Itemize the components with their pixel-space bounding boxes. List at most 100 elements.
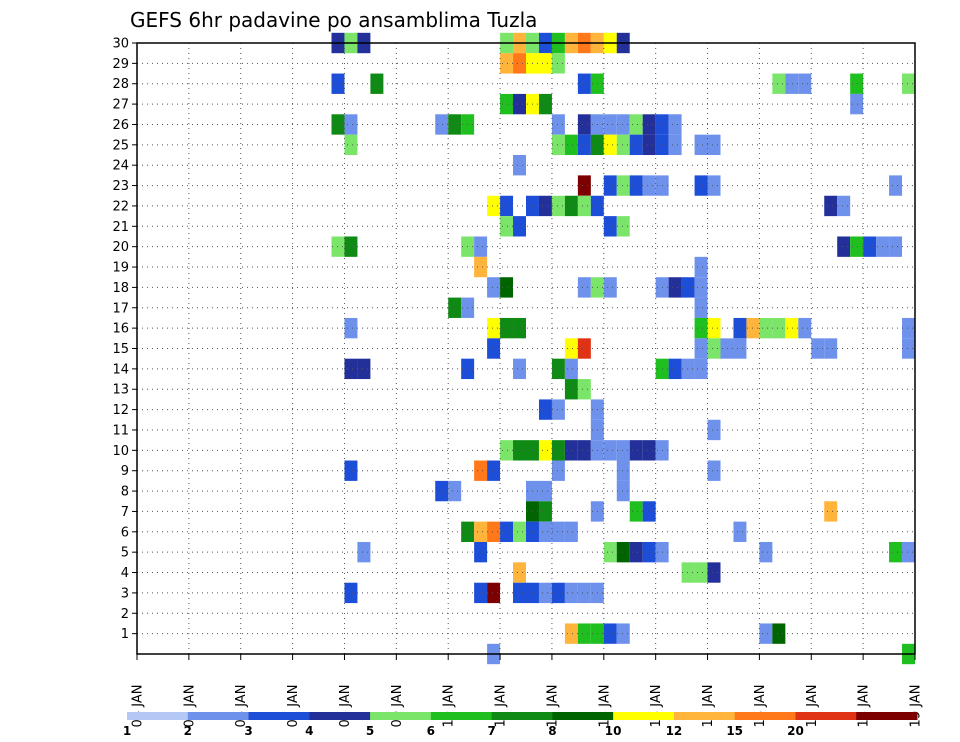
heatmap-cell bbox=[603, 216, 617, 237]
heatmap-cell bbox=[694, 562, 708, 583]
heatmap-cells bbox=[331, 32, 915, 665]
heatmap-cell bbox=[577, 379, 591, 400]
y-tick-label: 14 bbox=[112, 362, 129, 377]
x-tick-label: 16 JAN bbox=[753, 685, 768, 728]
x-tick-label: 19 JAN bbox=[909, 685, 924, 728]
legend-label: 3 bbox=[244, 724, 252, 738]
heatmap-cell bbox=[603, 175, 617, 196]
y-tick-label: 8 bbox=[121, 485, 129, 500]
heatmap-cell bbox=[448, 114, 462, 135]
heatmap-cell bbox=[538, 480, 552, 502]
heatmap-cell bbox=[564, 582, 578, 604]
heatmap-cell bbox=[474, 582, 488, 604]
heatmap-cell bbox=[668, 114, 682, 135]
y-tick-label: 12 bbox=[112, 403, 129, 418]
heatmap-cell bbox=[538, 582, 552, 604]
heatmap-cell bbox=[564, 521, 578, 542]
heatmap-cell bbox=[513, 521, 526, 542]
heatmap-cell bbox=[551, 358, 565, 380]
heatmap-cell bbox=[538, 53, 552, 74]
heatmap-cell bbox=[603, 114, 617, 135]
heatmap-cell bbox=[824, 195, 838, 217]
y-tick-label: 25 bbox=[112, 138, 129, 153]
heatmap-cell bbox=[513, 358, 526, 380]
heatmap-cell bbox=[668, 358, 682, 380]
x-tick-label: 15 JAN bbox=[701, 685, 716, 728]
color-legend: 1 2 3 4 5 6 7 8 10 12 15 20 bbox=[123, 712, 918, 738]
x-tick-label: 14 JAN bbox=[649, 685, 664, 728]
legend-swatch bbox=[795, 712, 857, 720]
heatmap-cell bbox=[772, 317, 786, 339]
x-tick-label: 13 JAN bbox=[597, 685, 612, 728]
heatmap-cell bbox=[824, 501, 838, 522]
heatmap-cell bbox=[500, 317, 514, 339]
heatmap-cell bbox=[681, 562, 695, 583]
x-tick-label: 07 JAN bbox=[286, 685, 301, 728]
legend-swatch bbox=[187, 712, 250, 720]
heatmap-cell bbox=[850, 93, 864, 115]
heatmap-cell bbox=[837, 195, 851, 217]
heatmap-cell bbox=[344, 582, 358, 604]
y-tick-label: 24 bbox=[112, 159, 129, 174]
legend-swatch bbox=[370, 712, 432, 720]
heatmap-cell bbox=[513, 562, 526, 583]
heatmap-cell bbox=[513, 53, 526, 74]
x-tick-label: 17 JAN bbox=[805, 685, 820, 728]
heatmap-cell bbox=[564, 358, 578, 380]
heatmap-cell bbox=[616, 175, 630, 196]
heatmap-cell bbox=[551, 521, 565, 542]
heatmap-cell bbox=[707, 134, 721, 156]
heatmap-cell bbox=[538, 501, 552, 522]
heatmap-cell bbox=[564, 379, 578, 400]
heatmap-cell bbox=[551, 134, 565, 156]
heatmap-cell bbox=[759, 541, 773, 563]
heatmap-cell bbox=[500, 53, 514, 74]
heatmap-cell bbox=[474, 460, 488, 481]
heatmap-cell bbox=[500, 93, 514, 115]
heatmap-cell bbox=[629, 501, 643, 522]
heatmap-cell bbox=[344, 317, 358, 339]
heatmap-cell bbox=[629, 114, 643, 135]
heatmap-cell bbox=[668, 277, 682, 298]
heatmap-cell bbox=[474, 256, 488, 278]
heatmap-cell bbox=[474, 521, 488, 542]
heatmap-cell bbox=[487, 317, 501, 339]
heatmap-cell bbox=[785, 73, 799, 94]
heatmap-cell bbox=[564, 440, 578, 461]
heatmap-cell bbox=[577, 440, 591, 461]
heatmap-cell bbox=[681, 358, 695, 380]
heatmap-cell bbox=[551, 53, 565, 74]
heatmap-cell bbox=[616, 114, 630, 135]
heatmap-cell bbox=[577, 175, 591, 196]
y-tick-label: 10 bbox=[112, 444, 129, 459]
heatmap-cell bbox=[889, 541, 903, 563]
heatmap-cell bbox=[694, 338, 708, 359]
heatmap-cell bbox=[629, 541, 643, 563]
heatmap-cell bbox=[500, 277, 514, 298]
y-tick-label: 16 bbox=[112, 322, 129, 337]
chart-title: GEFS 6hr padavine po ansamblima Tuzla bbox=[130, 8, 537, 32]
heatmap-cell bbox=[616, 541, 630, 563]
heatmap-cell bbox=[616, 623, 630, 644]
heatmap-cell bbox=[564, 338, 578, 359]
heatmap-cell bbox=[564, 623, 578, 644]
legend-label: 15 bbox=[726, 724, 743, 738]
heatmap-cell bbox=[863, 236, 877, 257]
heatmap-cell bbox=[577, 623, 591, 644]
heatmap-cell bbox=[603, 440, 617, 461]
legend-label: 12 bbox=[666, 724, 683, 738]
heatmap-cell bbox=[513, 155, 526, 176]
y-tick-label: 27 bbox=[112, 98, 129, 113]
y-tick-label: 9 bbox=[121, 464, 129, 479]
legend-swatch bbox=[734, 712, 796, 720]
heatmap-cell bbox=[538, 399, 552, 420]
heatmap-cell bbox=[707, 419, 721, 441]
heatmap-cell bbox=[642, 114, 656, 135]
heatmap-cell bbox=[772, 623, 786, 644]
y-tick-label: 18 bbox=[112, 281, 129, 296]
heatmap-cell bbox=[551, 399, 565, 420]
heatmap-cell bbox=[902, 317, 915, 339]
heatmap-cell bbox=[500, 195, 514, 217]
heatmap-cell bbox=[577, 73, 591, 94]
